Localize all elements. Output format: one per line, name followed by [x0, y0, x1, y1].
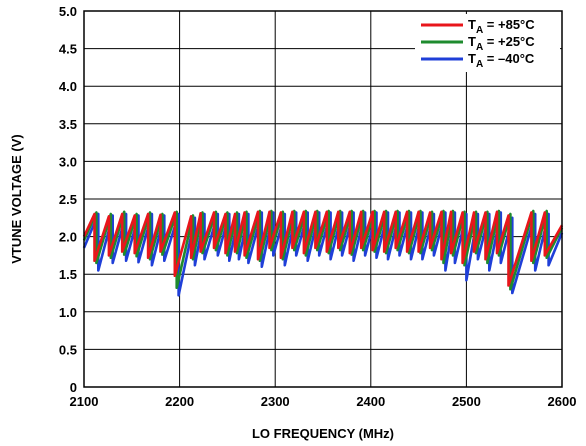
y-tick-label: 1.5 — [59, 267, 77, 282]
x-tick-label: 2600 — [548, 394, 577, 409]
legend-label: TA = +85°C — [468, 17, 535, 36]
legend: TA = +85°CTA = +25°CTA = –40°C — [415, 14, 560, 72]
y-tick-label: 4.0 — [59, 79, 77, 94]
y-tick-label: 3.0 — [59, 154, 77, 169]
y-tick-label: 2.5 — [59, 192, 77, 207]
legend-label: TA = –40°C — [468, 51, 535, 70]
y-axis-label: VTUNE VOLTAGE (V) — [9, 134, 24, 264]
legend-label: TA = +25°C — [468, 34, 535, 53]
y-tick-label: 1.0 — [59, 305, 77, 320]
y-tick-label: 4.5 — [59, 42, 77, 57]
x-axis-label: LO FREQUENCY (MHz) — [252, 426, 394, 441]
y-tick-label: 2.0 — [59, 230, 77, 245]
series-line — [82, 210, 564, 287]
x-tick-label: 2200 — [165, 394, 194, 409]
x-tick-label: 2500 — [452, 394, 481, 409]
x-tick-label: 2100 — [70, 394, 99, 409]
plot-frame — [83, 10, 563, 388]
y-tick-label: 5.0 — [59, 4, 77, 19]
y-tick-labels: 0 0.5 1.0 1.5 2.0 2.5 3.0 3.5 4.0 4.5 5.0 — [59, 4, 77, 395]
y-tick-label: 3.5 — [59, 117, 77, 132]
y-tick-label: 0 — [70, 380, 77, 395]
x-tick-label: 2300 — [261, 394, 290, 409]
series-layer — [82, 209, 564, 297]
x-tick-label: 2400 — [356, 394, 385, 409]
y-tick-label: 0.5 — [59, 342, 77, 357]
x-tick-labels: 2100 2200 2300 2400 2500 2600 — [70, 394, 577, 409]
